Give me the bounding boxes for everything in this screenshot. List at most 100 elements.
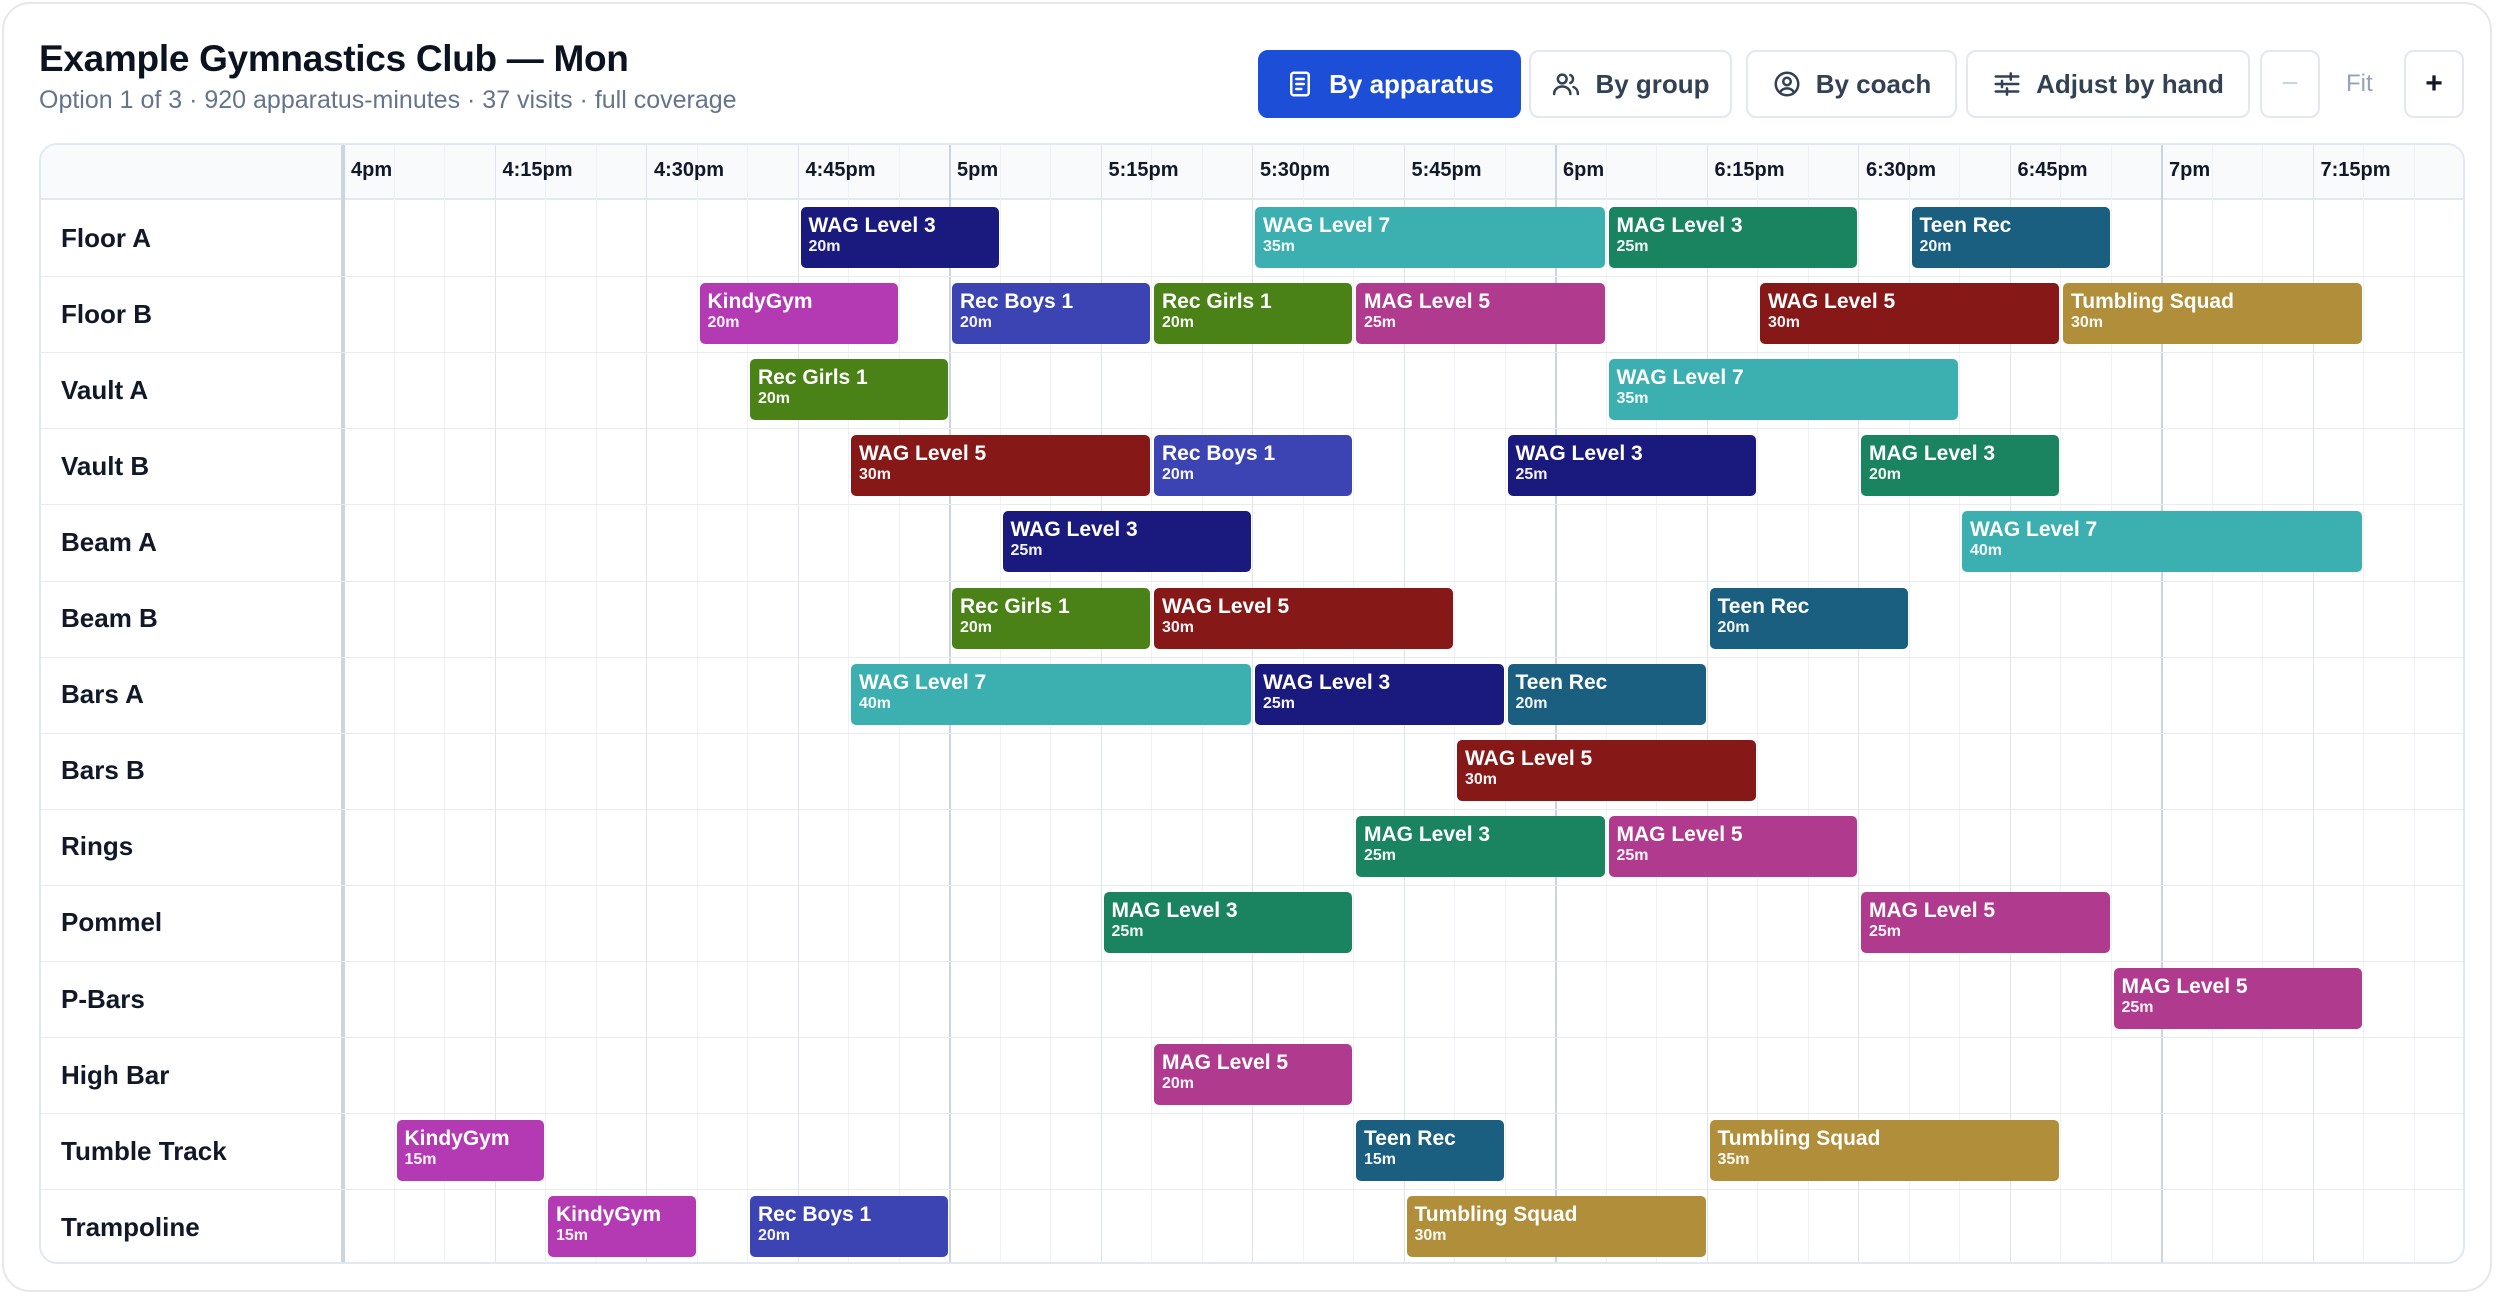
session-block[interactable]: MAG Level 5 25m xyxy=(1356,283,1605,345)
session-block[interactable]: Teen Rec 20m xyxy=(1709,587,1908,649)
zoom-out-button[interactable]: − xyxy=(2260,50,2320,118)
session-duration: 25m xyxy=(1364,846,1397,864)
session-group-name: Rec Girls 1 xyxy=(1162,290,1272,314)
session-group-name: MAG Level 3 xyxy=(1869,442,1996,466)
session-group-name: WAG Level 7 xyxy=(859,670,987,694)
session-duration: 20m xyxy=(1162,1075,1195,1093)
session-block[interactable]: MAG Level 5 20m xyxy=(1154,1044,1352,1106)
session-block[interactable]: WAG Level 5 30m xyxy=(851,435,1150,497)
session-duration: 30m xyxy=(1414,1227,1447,1245)
session-duration: 15m xyxy=(1364,1151,1397,1169)
session-block[interactable]: WAG Level 7 35m xyxy=(1608,359,1958,421)
session-block[interactable]: MAG Level 3 25m xyxy=(1356,815,1605,877)
label-column-divider xyxy=(341,145,343,1262)
session-block[interactable]: KindyGym 20m xyxy=(699,283,898,345)
session-block[interactable]: WAG Level 5 30m xyxy=(1154,587,1453,649)
session-block[interactable]: WAG Level 3 25m xyxy=(1255,663,1504,725)
grid-line xyxy=(2413,145,2415,1262)
time-tick-label: 4pm xyxy=(351,159,393,181)
session-group-name: KindyGym xyxy=(707,290,813,314)
grid-line xyxy=(747,145,748,1262)
zoom-in-button[interactable]: + xyxy=(2404,50,2464,118)
session-block[interactable]: WAG Level 5 30m xyxy=(1760,283,2059,345)
grid-line xyxy=(2363,145,2364,1262)
row-divider xyxy=(41,656,2463,658)
by-apparatus-button[interactable]: By apparatus xyxy=(1258,50,1521,118)
grid-line xyxy=(646,145,647,1262)
zoom-fit-button[interactable]: Fit xyxy=(2346,70,2373,97)
time-tick-label: 6:15pm xyxy=(1714,159,1785,181)
by-coach-button[interactable]: By coach xyxy=(1746,50,1957,118)
time-tick-label: 4:45pm xyxy=(805,159,876,181)
session-block[interactable]: WAG Level 7 40m xyxy=(851,663,1251,725)
time-tick-label: 6:30pm xyxy=(1866,159,1937,181)
session-group-name: WAG Level 7 xyxy=(1616,366,1744,390)
apparatus-label: Tumble Track xyxy=(61,1135,227,1166)
session-duration: 30m xyxy=(2071,314,2104,332)
page-subtitle: Option 1 of 3 · 920 apparatus-minutes · … xyxy=(39,86,737,114)
session-block[interactable]: WAG Level 3 20m xyxy=(800,207,999,268)
session-group-name: Rec Boys 1 xyxy=(960,290,1074,314)
session-block[interactable]: WAG Level 7 35m xyxy=(1255,207,1605,268)
session-block[interactable]: KindyGym 15m xyxy=(396,1120,544,1182)
session-group-name: Rec Boys 1 xyxy=(1162,442,1276,466)
session-block[interactable]: MAG Level 3 25m xyxy=(1103,891,1352,953)
session-block[interactable]: Rec Girls 1 20m xyxy=(1154,283,1352,345)
session-block[interactable]: Rec Boys 1 20m xyxy=(1154,435,1352,497)
by-group-button[interactable]: By group xyxy=(1529,50,1732,118)
session-duration: 30m xyxy=(1465,770,1498,788)
session-block[interactable]: MAG Level 3 25m xyxy=(1608,207,1857,268)
session-block[interactable]: Rec Girls 1 20m xyxy=(750,359,948,421)
grid-line xyxy=(1504,145,1506,1262)
session-duration: 35m xyxy=(1717,1151,1750,1169)
session-duration: 30m xyxy=(1768,314,1801,332)
session-group-name: MAG Level 5 xyxy=(1616,822,1743,846)
session-block[interactable]: Tumbling Squad 35m xyxy=(1709,1120,2059,1182)
grid-line xyxy=(1807,145,1809,1262)
session-group-name: WAG Level 7 xyxy=(1970,518,2098,542)
by-group-label: By group xyxy=(1595,68,1710,99)
grid-line xyxy=(1858,145,1859,1262)
session-block[interactable]: Tumbling Squad 30m xyxy=(2063,283,2362,345)
row-divider xyxy=(41,276,2463,278)
session-group-name: WAG Level 5 xyxy=(859,442,987,466)
session-block[interactable]: KindyGym 15m xyxy=(548,1196,696,1258)
session-block[interactable]: WAG Level 3 25m xyxy=(1507,435,1756,497)
session-block[interactable]: Teen Rec 20m xyxy=(1507,663,1706,725)
session-block[interactable]: Rec Girls 1 20m xyxy=(952,587,1150,649)
session-group-name: MAG Level 3 xyxy=(1616,214,1743,237)
session-block[interactable]: WAG Level 3 25m xyxy=(1002,511,1251,573)
grid-line xyxy=(1908,145,1910,1262)
session-block[interactable]: Teen Rec 20m xyxy=(1911,207,2110,268)
session-block[interactable]: MAG Level 5 25m xyxy=(1861,891,2110,953)
session-group-name: Rec Girls 1 xyxy=(758,366,868,390)
grid-line xyxy=(494,145,496,1262)
session-duration: 25m xyxy=(1364,314,1397,332)
session-duration: 20m xyxy=(1162,314,1195,332)
apparatus-label: P-Bars xyxy=(61,983,145,1014)
session-block[interactable]: WAG Level 5 30m xyxy=(1457,739,1756,801)
session-block[interactable]: WAG Level 7 40m xyxy=(1962,511,2362,573)
session-group-name: MAG Level 5 xyxy=(2121,975,2248,998)
apparatus-label: Floor B xyxy=(61,298,152,329)
session-block[interactable]: MAG Level 3 20m xyxy=(1861,435,2059,497)
session-block[interactable]: Teen Rec 15m xyxy=(1356,1120,1504,1182)
session-block[interactable]: Rec Boys 1 20m xyxy=(750,1196,948,1258)
session-block[interactable]: Rec Boys 1 20m xyxy=(952,283,1150,345)
session-duration: 25m xyxy=(1616,238,1649,255)
session-block[interactable]: MAG Level 5 25m xyxy=(2113,968,2362,1029)
session-duration: 20m xyxy=(758,390,791,408)
session-duration: 25m xyxy=(1515,466,1548,484)
session-block[interactable]: MAG Level 5 25m xyxy=(1608,815,1857,877)
grid-line xyxy=(343,145,345,1262)
time-tick-label: 7pm xyxy=(2169,159,2211,181)
adjust-by-hand-label: Adjust by hand xyxy=(2036,68,2224,99)
session-block[interactable]: Tumbling Squad 30m xyxy=(1406,1196,1706,1258)
session-duration: 20m xyxy=(1919,238,1952,255)
session-duration: 20m xyxy=(1515,694,1548,712)
session-duration: 25m xyxy=(1869,922,1902,940)
grid-line xyxy=(848,145,849,1262)
adjust-by-hand-button[interactable]: Adjust by hand xyxy=(1966,50,2250,118)
list-document-icon xyxy=(1290,71,1311,97)
session-group-name: WAG Level 3 xyxy=(1515,442,1643,466)
